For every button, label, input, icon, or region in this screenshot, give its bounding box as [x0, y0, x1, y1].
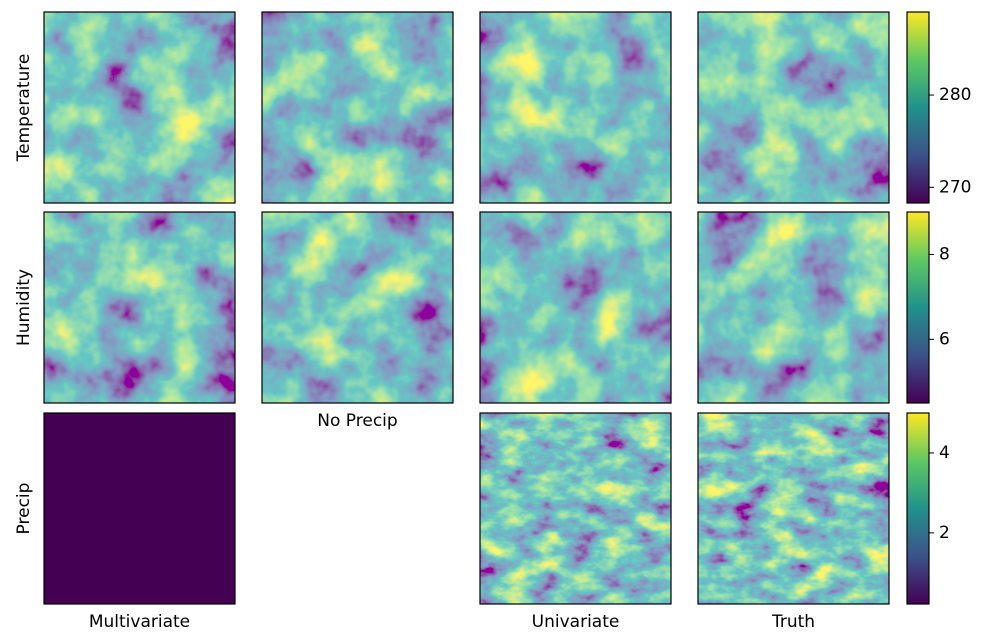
heatmap [698, 212, 889, 403]
heatmap [698, 12, 889, 203]
column-label: Univariate [532, 612, 620, 632]
colorbar-tick-label: 8 [939, 244, 950, 264]
panel-frame [479, 412, 672, 605]
panel-frame [697, 11, 890, 204]
panel-frame [261, 211, 454, 404]
panel-frame [43, 11, 236, 204]
colorbar [907, 212, 929, 403]
heatmap [698, 413, 889, 604]
row-label: Precip [14, 483, 34, 535]
panel-frame [697, 211, 890, 404]
row-label: Humidity [14, 269, 34, 346]
heatmap [262, 212, 453, 403]
colorbar-tick-label: 280 [939, 85, 971, 105]
colorbar-tick-label: 270 [939, 177, 971, 197]
colorbar-frame [906, 412, 930, 605]
colorbar [907, 413, 929, 604]
heatmap [480, 413, 671, 604]
panel-frame [261, 11, 454, 204]
column-label: Multivariate [89, 612, 190, 632]
colorbar [907, 12, 929, 203]
column-label: Truth [771, 612, 815, 632]
colorbar-tick-label: 6 [939, 329, 950, 349]
colorbar-frame [906, 211, 930, 404]
heatmap [44, 212, 235, 403]
column-label: No Precip [317, 411, 397, 431]
heatmap [480, 12, 671, 203]
heatmap [262, 12, 453, 203]
panel-frame [43, 211, 236, 404]
colorbar-tick-label: 2 [939, 523, 950, 543]
colorbar-tick-label: 4 [939, 443, 950, 463]
panel-frame [697, 412, 890, 605]
panel-frame [479, 211, 672, 404]
colorbar-frame [906, 11, 930, 204]
panel-frame [479, 11, 672, 204]
panel-frame [43, 412, 236, 605]
heatmap [44, 413, 235, 604]
heatmap [480, 212, 671, 403]
heatmap [44, 12, 235, 203]
row-label: Temperature [14, 54, 34, 163]
panels [43, 11, 890, 605]
